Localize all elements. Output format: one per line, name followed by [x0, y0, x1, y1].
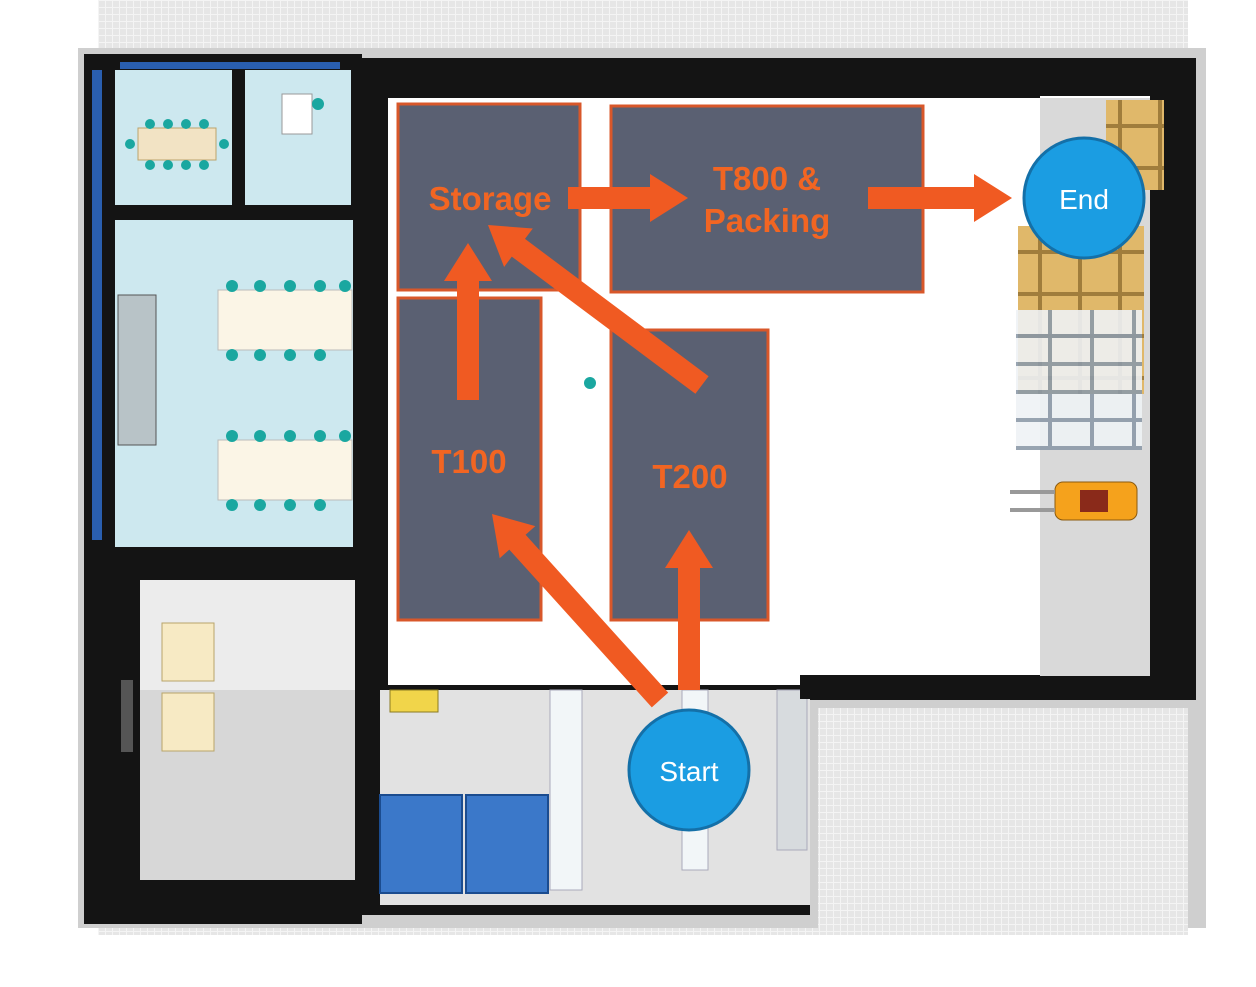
zone-label-t200: T200: [652, 458, 727, 495]
small-office: [245, 70, 351, 205]
arrow-start-to-t100: [492, 514, 669, 708]
blue-container: [379, 794, 463, 894]
zone-label-packing-line1: T800 &: [713, 160, 821, 197]
start-label: Start: [659, 756, 718, 787]
window-strip: [92, 70, 102, 540]
arrow-start-to-t200: [665, 530, 713, 690]
office-chair: [312, 98, 324, 110]
empty-racks: [1016, 310, 1142, 450]
wall-segment: [800, 677, 1196, 699]
start-node: Start: [627, 708, 751, 832]
door: [121, 680, 133, 752]
flow-arrows: [444, 174, 1012, 708]
arrow-storage-to-packing: [568, 174, 688, 222]
forklift-forks: [1010, 490, 1055, 512]
arrow-t200-to-storage: [488, 225, 709, 394]
chairs: [125, 119, 229, 170]
forklift-seat: [1080, 490, 1108, 512]
blue-container: [465, 794, 549, 894]
zone-label-storage: Storage: [429, 180, 552, 217]
window-strip: [120, 62, 340, 69]
conveyor: [549, 689, 583, 891]
worker: [584, 377, 596, 389]
arrow-t100-to-storage: [444, 243, 492, 400]
zone-label-t100: T100: [431, 443, 506, 480]
zone-label-packing-line2: Packing: [704, 202, 831, 239]
arrow-packing-to-end: [868, 174, 1012, 222]
meeting-table: [137, 127, 217, 161]
staircase: [117, 294, 157, 446]
office-desk: [281, 93, 313, 135]
yellow-machine: [389, 689, 439, 713]
conveyor: [776, 689, 808, 851]
outdoor-area-bottom-right: [818, 708, 1188, 933]
end-label: End: [1059, 184, 1109, 215]
end-node: End: [1022, 136, 1146, 260]
table: [161, 622, 215, 682]
table: [161, 692, 215, 752]
desk-cluster: [217, 280, 353, 511]
